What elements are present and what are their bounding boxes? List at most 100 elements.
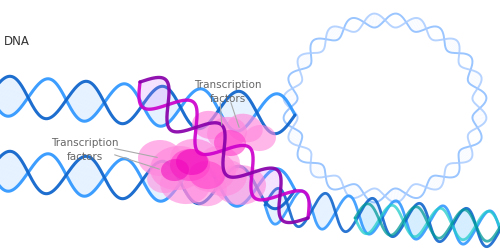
Polygon shape <box>458 154 468 162</box>
Polygon shape <box>150 92 152 119</box>
Polygon shape <box>474 223 476 232</box>
Polygon shape <box>260 175 280 200</box>
Polygon shape <box>314 166 324 177</box>
Polygon shape <box>430 179 436 189</box>
Polygon shape <box>422 214 424 231</box>
Polygon shape <box>152 90 154 121</box>
Polygon shape <box>139 78 154 97</box>
Polygon shape <box>286 104 294 105</box>
Polygon shape <box>474 123 483 125</box>
Polygon shape <box>236 166 240 206</box>
Polygon shape <box>76 85 78 116</box>
Polygon shape <box>74 161 77 190</box>
Polygon shape <box>339 27 342 33</box>
Polygon shape <box>162 162 165 201</box>
Polygon shape <box>82 156 86 196</box>
Polygon shape <box>422 210 426 234</box>
Polygon shape <box>8 151 11 191</box>
Polygon shape <box>156 87 160 125</box>
Polygon shape <box>94 87 96 117</box>
Polygon shape <box>274 188 278 224</box>
Polygon shape <box>415 203 419 239</box>
Polygon shape <box>458 156 466 162</box>
Polygon shape <box>412 205 416 237</box>
Polygon shape <box>288 132 300 137</box>
Polygon shape <box>460 211 462 239</box>
Polygon shape <box>252 172 253 174</box>
Polygon shape <box>244 96 247 128</box>
Polygon shape <box>254 169 276 197</box>
Polygon shape <box>363 203 366 228</box>
Polygon shape <box>424 26 426 30</box>
Polygon shape <box>213 139 225 153</box>
Polygon shape <box>142 179 144 181</box>
Polygon shape <box>358 212 359 225</box>
Polygon shape <box>140 82 141 83</box>
Polygon shape <box>167 165 170 199</box>
Polygon shape <box>2 77 6 114</box>
Polygon shape <box>282 194 284 219</box>
Polygon shape <box>374 211 376 228</box>
Polygon shape <box>167 90 170 124</box>
Polygon shape <box>330 201 332 223</box>
Polygon shape <box>245 96 248 127</box>
Polygon shape <box>276 190 280 197</box>
Polygon shape <box>458 153 469 161</box>
Polygon shape <box>251 169 266 187</box>
Polygon shape <box>219 145 224 152</box>
Polygon shape <box>305 54 312 59</box>
Polygon shape <box>468 213 470 237</box>
Polygon shape <box>226 98 228 123</box>
Polygon shape <box>463 210 465 240</box>
Polygon shape <box>364 204 366 233</box>
Polygon shape <box>151 91 154 120</box>
Polygon shape <box>457 214 458 235</box>
Polygon shape <box>370 205 372 233</box>
Polygon shape <box>372 209 374 230</box>
Polygon shape <box>413 207 415 237</box>
Polygon shape <box>154 88 156 123</box>
Polygon shape <box>455 217 456 232</box>
Polygon shape <box>148 84 169 109</box>
Polygon shape <box>258 174 280 200</box>
Polygon shape <box>198 124 221 152</box>
Polygon shape <box>237 91 240 131</box>
Polygon shape <box>242 168 244 205</box>
Polygon shape <box>416 203 420 239</box>
Polygon shape <box>464 210 466 240</box>
Polygon shape <box>248 99 250 125</box>
Polygon shape <box>0 79 3 112</box>
Polygon shape <box>318 196 320 225</box>
Polygon shape <box>87 157 90 196</box>
Polygon shape <box>476 124 481 126</box>
Polygon shape <box>248 175 250 199</box>
Polygon shape <box>12 77 14 116</box>
Polygon shape <box>74 162 76 189</box>
Polygon shape <box>234 92 236 131</box>
Polygon shape <box>203 128 224 154</box>
Polygon shape <box>141 78 164 106</box>
Polygon shape <box>0 155 2 186</box>
Polygon shape <box>466 211 468 239</box>
Polygon shape <box>470 79 482 84</box>
Polygon shape <box>220 181 222 189</box>
Polygon shape <box>330 28 337 40</box>
Polygon shape <box>68 95 70 105</box>
Polygon shape <box>198 124 220 152</box>
Polygon shape <box>202 127 224 154</box>
Polygon shape <box>251 169 263 184</box>
Polygon shape <box>332 207 334 218</box>
Polygon shape <box>410 208 412 235</box>
Polygon shape <box>4 152 6 190</box>
Polygon shape <box>414 18 419 32</box>
Polygon shape <box>164 88 168 125</box>
Polygon shape <box>458 51 460 53</box>
Polygon shape <box>152 89 169 109</box>
Polygon shape <box>426 185 428 188</box>
Polygon shape <box>408 212 409 230</box>
Polygon shape <box>272 189 276 223</box>
Polygon shape <box>464 210 466 240</box>
Polygon shape <box>460 209 464 243</box>
Polygon shape <box>366 204 368 234</box>
Polygon shape <box>236 91 240 131</box>
